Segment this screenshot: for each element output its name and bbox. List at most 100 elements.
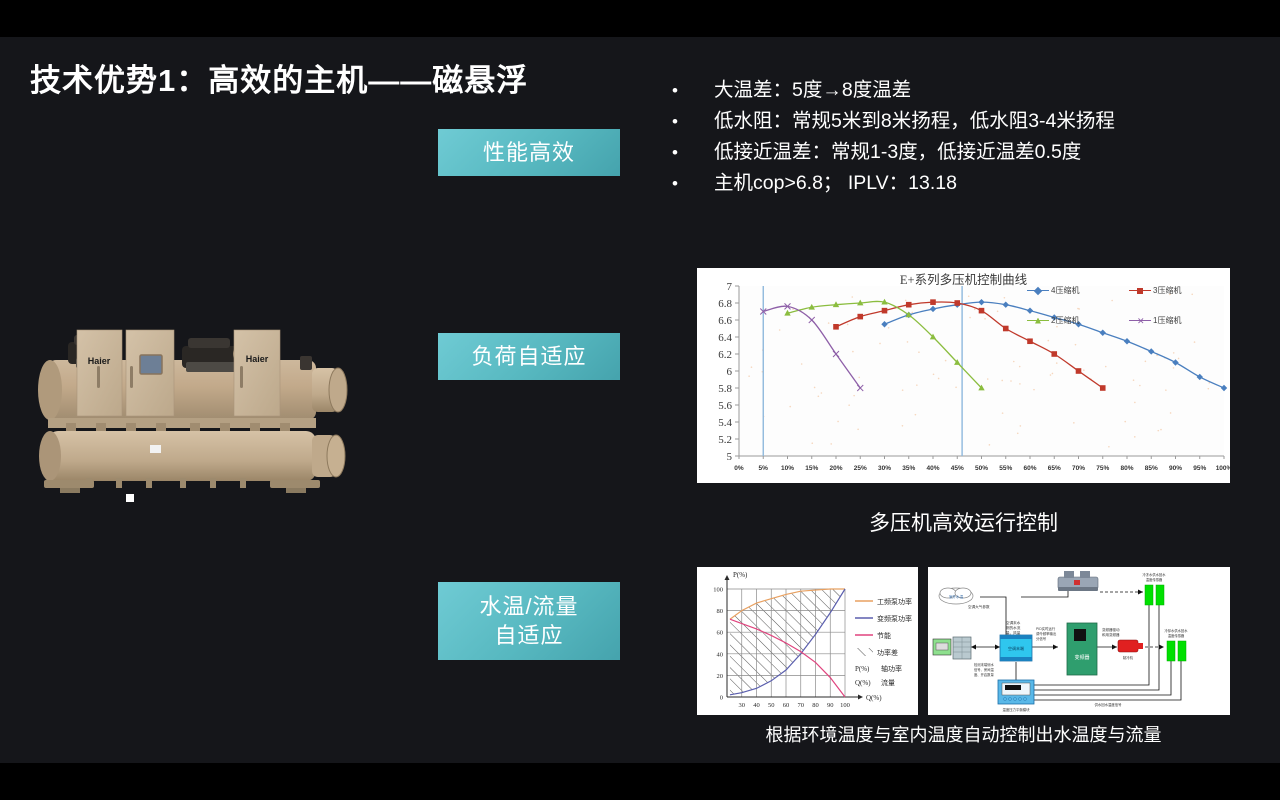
bullet-text: 主机cop>6.8； IPLV：13.18 — [714, 168, 1252, 199]
svg-text:80: 80 — [812, 702, 819, 709]
svg-text:80%: 80% — [1120, 465, 1133, 472]
bottom-caption: 根据环境温度与室内温度自动控制出水温度与流量 — [697, 721, 1230, 747]
system-diagram-graphic: 室外水温 空调大气参数 空调末端 空调末水 侧的水流 量、风量 检测末端侧水 信… — [928, 567, 1230, 715]
label-box-water-adaptive[interactable]: 水温/流量 自适应 — [438, 582, 620, 660]
label-box-performance[interactable]: 性能高效 — [438, 129, 620, 176]
chart-caption: 多压机高效运行控制 — [697, 507, 1230, 537]
label-box-load-adaptive-text: 负荷自适应 — [471, 342, 586, 371]
chart-legend: 4压缩机 3压缩机 2压缩机 ✕ 1压缩机 — [1027, 285, 1227, 335]
svg-text:100%: 100% — [1216, 465, 1230, 472]
svg-text:功率差: 功率差 — [877, 648, 898, 657]
svg-text:侧的水流: 侧的水流 — [1006, 625, 1021, 630]
bullet-text: 大温差：5度→8度温差 — [714, 75, 1252, 106]
svg-text:60: 60 — [717, 630, 724, 637]
svg-text:度、开启数量: 度、开启数量 — [974, 672, 994, 677]
list-item: • 低水阻：常规5米到8米扬程，低水阻3-4米扬程 — [672, 106, 1252, 137]
legend-label: 2压缩机 — [1051, 315, 1079, 326]
legend-swatch-triangle-icon — [1027, 317, 1049, 325]
svg-text:量、风量: 量、风量 — [1006, 630, 1021, 635]
svg-text:55%: 55% — [999, 465, 1012, 472]
svg-text:60: 60 — [783, 702, 790, 709]
bullet-marker: • — [672, 75, 714, 106]
svg-text:节能: 节能 — [877, 631, 891, 640]
svg-text:20%: 20% — [829, 465, 842, 472]
bullet-marker: • — [672, 106, 714, 137]
svg-text:供水回水温度信号: 供水回水温度信号 — [1094, 702, 1122, 707]
svg-text:5.6: 5.6 — [718, 400, 732, 412]
legend-item-1: 3压缩机 — [1129, 285, 1181, 296]
chiller-illustration: Haier Haier — [30, 302, 350, 512]
svg-text:20: 20 — [717, 673, 724, 680]
svg-text:80: 80 — [717, 608, 724, 615]
legend-label: 3压缩机 — [1153, 285, 1181, 296]
legend-swatch-square-icon — [1129, 287, 1151, 295]
svg-text:5.4: 5.4 — [718, 417, 732, 429]
svg-text:Q(%): Q(%) — [866, 694, 882, 702]
bullet-text: 低水阻：常规5米到8米扬程，低水阻3-4米扬程 — [714, 106, 1252, 137]
bullet-list: • 大温差：5度→8度温差 • 低水阻：常规5米到8米扬程，低水阻3-4米扬程 … — [672, 75, 1252, 199]
svg-text:40: 40 — [717, 651, 724, 658]
product-photo: Haier Haier — [30, 302, 350, 512]
svg-text:35%: 35% — [902, 465, 915, 472]
svg-text:5%: 5% — [759, 465, 769, 472]
svg-text:7: 7 — [727, 281, 733, 293]
svg-text:15%: 15% — [805, 465, 818, 472]
letterbox-bottom — [0, 763, 1280, 800]
legend-swatch-diamond-icon — [1027, 287, 1049, 295]
svg-text:85%: 85% — [1145, 465, 1158, 472]
pump-power-chart: P(%) Q(%) 0 20 40 60 80 100 30 40 50 60 70 80 90 100 工频泵… — [697, 567, 918, 715]
pump-plot: P(%)Q(%)02040608010030 40 50 60 70 80 90 100工频泵… — [697, 567, 918, 715]
svg-text:30: 30 — [739, 702, 746, 709]
svg-text:75%: 75% — [1096, 465, 1109, 472]
svg-text:Haier: Haier — [246, 354, 269, 364]
svg-text:10%: 10% — [781, 465, 794, 472]
svg-text:分信号: 分信号 — [1036, 636, 1047, 641]
svg-text:70%: 70% — [1072, 465, 1085, 472]
svg-text:100: 100 — [713, 587, 723, 594]
svg-text:45%: 45% — [951, 465, 964, 472]
svg-text:变频器驱动: 变频器驱动 — [1102, 627, 1120, 632]
svg-text:调令频率输出: 调令频率输出 — [1036, 631, 1057, 636]
svg-text:40: 40 — [753, 702, 760, 709]
svg-text:6: 6 — [727, 366, 733, 378]
legend-swatch-x-icon: ✕ — [1129, 317, 1151, 325]
svg-text:25%: 25% — [854, 465, 867, 472]
label-box-water-adaptive-line2: 自适应 — [479, 621, 578, 650]
svg-text:轴功率: 轴功率 — [881, 664, 902, 673]
list-item: • 低接近温差：常规1-3度，低接近温差0.5度 — [672, 137, 1252, 168]
svg-text:P(%): P(%) — [855, 665, 870, 673]
svg-text:冷却水供水回水: 冷却水供水回水 — [1164, 628, 1188, 633]
page-title: 技术优势1：高效的主机——磁悬浮 — [30, 55, 528, 100]
list-item: • 主机cop>6.8； IPLV：13.18 — [672, 168, 1252, 199]
svg-text:90: 90 — [827, 702, 834, 709]
svg-text:65%: 65% — [1048, 465, 1061, 472]
svg-text:95%: 95% — [1193, 465, 1206, 472]
legend-label: 1压缩机 — [1153, 315, 1181, 326]
svg-text:5: 5 — [727, 451, 733, 463]
svg-text:Haier: Haier — [88, 356, 111, 366]
legend-item-0: 4压缩机 — [1027, 285, 1079, 296]
svg-text:空调末水: 空调末水 — [1006, 620, 1021, 625]
svg-text:P(%): P(%) — [733, 571, 748, 579]
svg-text:30%: 30% — [878, 465, 891, 472]
svg-text:5.2: 5.2 — [718, 434, 732, 446]
svg-text:6.4: 6.4 — [718, 332, 732, 344]
system-control-diagram: 室外水温 空调大气参数 空调末端 空调末水 侧的水流 量、风量 检测末端侧水 信… — [928, 567, 1230, 715]
svg-text:0%: 0% — [734, 465, 744, 472]
svg-text:6.2: 6.2 — [718, 349, 732, 361]
svg-text:6.6: 6.6 — [718, 315, 732, 327]
svg-text:室外水温: 室外水温 — [949, 594, 964, 599]
legend-label: 4压缩机 — [1051, 285, 1079, 296]
label-box-load-adaptive[interactable]: 负荷自适应 — [438, 333, 620, 380]
legend-item-2: 2压缩机 — [1027, 315, 1079, 326]
list-item: • 大温差：5度→8度温差 — [672, 75, 1252, 106]
label-box-water-adaptive-line1: 水温/流量 — [479, 592, 578, 621]
svg-text:空调末端: 空调末端 — [1008, 645, 1024, 651]
bullet-marker: • — [672, 168, 714, 199]
svg-text:空调大气参数: 空调大气参数 — [968, 604, 990, 609]
svg-text:Q(%): Q(%) — [855, 679, 871, 687]
label-box-performance-text: 性能高效 — [483, 138, 575, 167]
svg-text:40%: 40% — [926, 465, 939, 472]
svg-text:制冷机: 制冷机 — [1123, 655, 1134, 660]
svg-text:70: 70 — [798, 702, 805, 709]
